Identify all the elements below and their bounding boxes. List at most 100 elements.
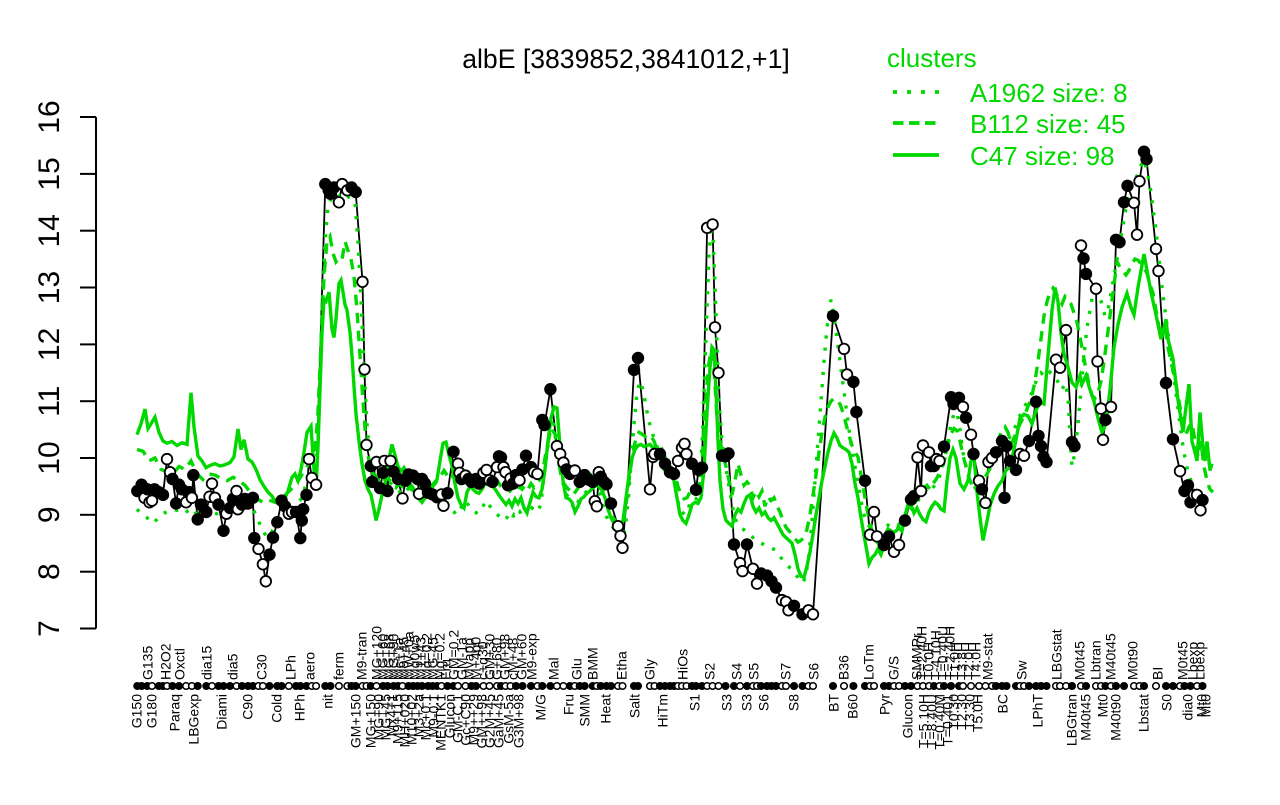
- svg-text:Mg0w5: Mg0w5: [407, 635, 423, 680]
- svg-text:Etha: Etha: [614, 651, 630, 680]
- svg-text:Cold: Cold: [269, 694, 285, 723]
- svg-text:T1.0H: T1.0H: [947, 642, 963, 680]
- svg-text:S3: S3: [719, 694, 735, 711]
- svg-text:BT: BT: [826, 694, 842, 712]
- svg-text:ferm: ferm: [331, 652, 347, 680]
- svg-text:M9-tran: M9-tran: [354, 632, 370, 680]
- svg-text:BC: BC: [995, 694, 1011, 713]
- svg-text:G/S: G/S: [886, 656, 902, 680]
- svg-text:S8: S8: [786, 694, 802, 711]
- svg-text:Mal: Mal: [546, 657, 562, 680]
- svg-text:S6: S6: [756, 694, 772, 711]
- svg-text:Glucon: Glucon: [442, 694, 458, 738]
- svg-text:S7: S7: [778, 663, 794, 680]
- svg-text:Lbexp: Lbexp: [1192, 642, 1208, 680]
- svg-text:GaM+45: GaM+45: [491, 694, 507, 748]
- svg-text:GsM-5a: GsM-5a: [501, 694, 517, 744]
- svg-text:c+q30: c+q30: [475, 641, 491, 680]
- svg-text:T3.30: T3.30: [962, 694, 978, 730]
- svg-text:GM-C.1: GM-C.1: [450, 694, 466, 743]
- svg-text:Gc+C90: Gc+C90: [458, 694, 474, 746]
- svg-text:T-4.10H: T-4.10H: [928, 630, 944, 680]
- svg-text:G2M+45: G2M+45: [482, 694, 498, 748]
- svg-text:MG+45: MG+45: [378, 694, 394, 741]
- svg-text:MG+120: MG+120: [369, 626, 385, 680]
- svg-text:T=2.40H: T=2.40H: [914, 626, 930, 680]
- svg-text:SMM: SMM: [577, 694, 593, 727]
- svg-text:B112 size: 45: B112 size: 45: [970, 109, 1126, 139]
- svg-text:M40t90: M40t90: [1108, 694, 1124, 741]
- svg-text:Diami: Diami: [214, 694, 230, 730]
- svg-text:11: 11: [33, 386, 66, 417]
- svg-text:T=8.40U: T=8.40U: [924, 694, 940, 748]
- svg-text:MG-45: MG-45: [425, 637, 441, 680]
- svg-text:BMM: BMM: [585, 647, 601, 680]
- svg-text:M9+45: M9+45: [396, 637, 412, 680]
- svg-text:S0: S0: [1159, 694, 1175, 711]
- svg-text:M9+115: M9+115: [390, 694, 406, 744]
- svg-text:Glu: Glu: [569, 658, 585, 680]
- svg-text:MH+020: MH+020: [397, 694, 413, 748]
- svg-text:GM+60: GM+60: [514, 633, 530, 680]
- svg-text:Paraq: Paraq: [167, 694, 183, 731]
- svg-text:Fru: Fru: [438, 659, 454, 680]
- svg-text:G+680: G+680: [489, 637, 505, 680]
- svg-text:MW+0a: MW+0a: [401, 631, 417, 680]
- svg-text:Oxctl: Oxctl: [172, 648, 188, 680]
- svg-text:T5.0H: T5.0H: [970, 694, 986, 732]
- svg-text:T=2.40H: T=2.40H: [942, 626, 958, 680]
- svg-text:clusters: clusters: [887, 43, 977, 73]
- svg-text:7: 7: [33, 620, 66, 637]
- svg-text:T=0.40U: T=0.40U: [935, 626, 951, 680]
- svg-text:T0.0H: T0.0H: [921, 642, 937, 680]
- svg-text:M40t45: M40t45: [1078, 694, 1094, 741]
- svg-text:C47 size: 98: C47 size: 98: [970, 141, 1115, 171]
- svg-text:Mt0: Mt0: [1095, 694, 1111, 718]
- svg-text:M9-0.1: M9-0.1: [426, 694, 442, 738]
- svg-text:M0t90: M0t90: [1125, 641, 1141, 680]
- svg-text:Pyr: Pyr: [877, 694, 893, 715]
- svg-text:14: 14: [33, 214, 66, 247]
- svg-text:MG+60: MG+60: [375, 633, 391, 680]
- svg-text:S1: S1: [687, 694, 703, 711]
- svg-text:S4: S4: [729, 663, 745, 680]
- svg-text:HPh: HPh: [292, 694, 308, 721]
- svg-text:M+4q0: M+4q0: [468, 637, 484, 680]
- svg-text:10: 10: [33, 441, 66, 474]
- svg-text:G3M+98: G3M+98: [511, 694, 527, 748]
- svg-text:GM+30: GM+30: [482, 633, 498, 680]
- svg-text:HiTm: HiTm: [655, 694, 671, 727]
- svg-text:dia5: dia5: [225, 653, 241, 680]
- svg-text:M1+43: M1+43: [413, 637, 429, 680]
- svg-text:13: 13: [33, 271, 66, 304]
- svg-text:LBGexp: LBGexp: [186, 694, 202, 745]
- svg-text:SMMPr: SMMPr: [909, 633, 925, 680]
- svg-text:Mg=0:2: Mg=0:2: [432, 633, 448, 680]
- svg-text:S5: S5: [746, 663, 762, 680]
- svg-text:M9-exp: M9-exp: [524, 633, 540, 680]
- svg-text:16: 16: [33, 100, 66, 133]
- svg-text:Lbtran: Lbtran: [1088, 640, 1104, 680]
- svg-text:M/G: M/G: [533, 694, 549, 720]
- svg-text:S6: S6: [806, 663, 822, 680]
- svg-text:Lbexp: Lbexp: [1185, 642, 1201, 680]
- svg-text:T=5.10H: T=5.10H: [916, 694, 932, 748]
- svg-text:BI: BI: [1150, 667, 1166, 680]
- svg-text:GM++98: GM++98: [474, 694, 490, 749]
- svg-text:LBGtran: LBGtran: [1064, 694, 1080, 746]
- svg-text:T2.0H: T2.0H: [961, 642, 977, 680]
- svg-text:Mx4+1: Mx4+1: [384, 694, 400, 737]
- svg-text:15: 15: [33, 157, 66, 190]
- svg-text:S2: S2: [702, 663, 718, 680]
- svg-text:GM-1a: GM-1a: [454, 637, 470, 680]
- svg-text:T4.0H: T4.0H: [968, 642, 984, 680]
- svg-text:GM=0.2: GM=0.2: [446, 630, 462, 680]
- svg-text:Salt: Salt: [627, 694, 643, 718]
- svg-text:Heat: Heat: [598, 694, 614, 724]
- svg-text:Mc+1a: Mc+1a: [391, 637, 407, 680]
- svg-text:12: 12: [33, 328, 66, 361]
- svg-text:LPhT: LPhT: [1030, 694, 1046, 728]
- svg-text:C90: C90: [240, 694, 256, 720]
- svg-text:A1962 size: 8: A1962 size: 8: [970, 78, 1128, 108]
- svg-text:Mt0: Mt0: [1198, 694, 1214, 718]
